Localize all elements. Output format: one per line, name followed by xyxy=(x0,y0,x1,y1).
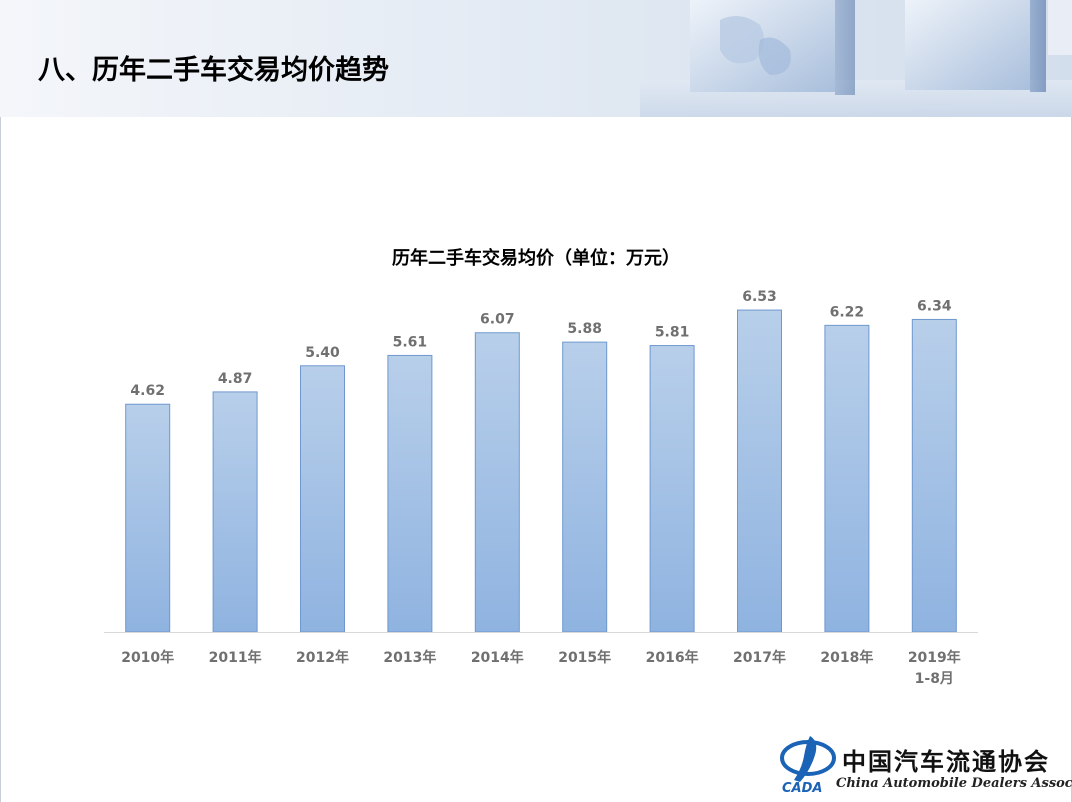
x-tick-label: 2011年 xyxy=(209,649,262,666)
x-tick-label: 2013年 xyxy=(383,649,436,666)
x-tick-label: 2017年 xyxy=(733,649,786,666)
x-tick-label: 2018年 xyxy=(820,649,873,666)
bar xyxy=(300,365,345,633)
x-tick-label: 2010年 xyxy=(121,649,174,666)
bar xyxy=(474,332,520,633)
bar xyxy=(562,341,608,633)
cada-logo-mark-icon: CADA xyxy=(780,736,836,796)
x-tick-label: 2012年 xyxy=(296,649,349,666)
bar xyxy=(387,354,433,633)
bar xyxy=(649,345,695,633)
bar-value-label: 5.88 xyxy=(567,321,602,337)
bar-value-label: 6.07 xyxy=(480,312,515,328)
x-tick-label: 2015年 xyxy=(558,649,611,666)
bar xyxy=(125,403,171,633)
bar xyxy=(824,324,870,633)
cada-logo: CADA 中国汽车流通协会 China Automobile Dealers A… xyxy=(776,728,1072,798)
page-title: 八、历年二手车交易均价趋势 xyxy=(38,55,389,86)
bar-chart: 4.62 4.87 5.40 5.61 6.07 5.88 5.81 6.53 6.22 6.34… xyxy=(104,289,978,687)
slide-border-left xyxy=(0,117,1,802)
logo-mark-text: CADA xyxy=(782,781,822,796)
x-tick-label: 1-8月 xyxy=(915,671,954,687)
bar-value-label: 6.22 xyxy=(830,304,865,320)
bar-value-label: 4.62 xyxy=(130,383,165,399)
x-tick-label: 2019年 xyxy=(908,649,961,666)
bar-value-label: 5.81 xyxy=(655,325,690,341)
bar-value-label: 6.53 xyxy=(742,289,777,305)
bar xyxy=(911,318,957,633)
bar-value-label: 4.87 xyxy=(218,371,253,387)
bar xyxy=(737,309,782,633)
cubes-decoration-icon xyxy=(640,0,1072,117)
bar xyxy=(212,391,258,633)
header-banner: 八、历年二手车交易均价趋势 xyxy=(0,0,1072,117)
logo-chinese-name: 中国汽车流通协会 xyxy=(842,747,1050,776)
bar-value-label: 6.34 xyxy=(917,298,952,314)
logo-english-name: China Automobile Dealers Association xyxy=(836,776,1072,791)
x-tick-label: 2014年 xyxy=(471,649,524,666)
x-tick-label: 2016年 xyxy=(646,649,699,666)
chart-title: 历年二手车交易均价（单位：万元） xyxy=(392,248,680,269)
bar-value-label: 5.40 xyxy=(305,345,340,361)
bar-value-label: 5.61 xyxy=(393,334,428,350)
